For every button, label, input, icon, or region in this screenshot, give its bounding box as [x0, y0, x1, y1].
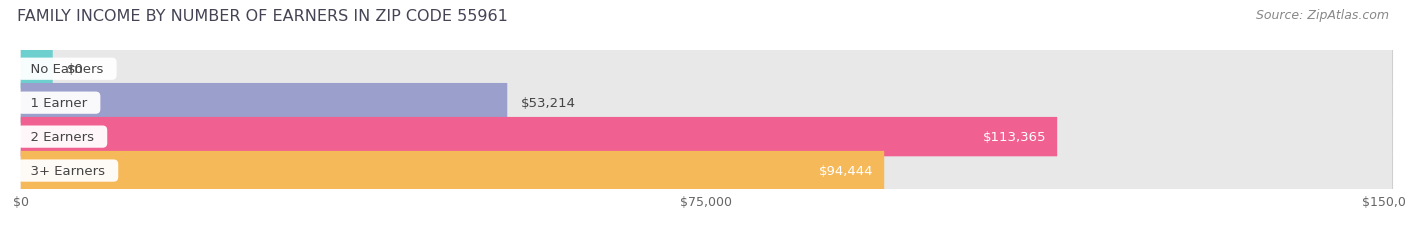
Text: 1 Earner: 1 Earner — [22, 97, 96, 110]
Text: $53,214: $53,214 — [522, 97, 576, 110]
Text: $0: $0 — [66, 63, 83, 76]
Text: 2 Earners: 2 Earners — [22, 131, 103, 143]
FancyBboxPatch shape — [21, 50, 53, 89]
Text: $113,365: $113,365 — [983, 131, 1046, 143]
FancyBboxPatch shape — [21, 151, 1392, 190]
FancyBboxPatch shape — [21, 84, 1392, 123]
Text: 3+ Earners: 3+ Earners — [22, 164, 114, 177]
FancyBboxPatch shape — [21, 117, 1392, 157]
FancyBboxPatch shape — [21, 151, 884, 190]
FancyBboxPatch shape — [21, 84, 508, 123]
FancyBboxPatch shape — [21, 117, 1057, 157]
FancyBboxPatch shape — [21, 50, 1392, 89]
Text: Source: ZipAtlas.com: Source: ZipAtlas.com — [1256, 9, 1389, 22]
Text: FAMILY INCOME BY NUMBER OF EARNERS IN ZIP CODE 55961: FAMILY INCOME BY NUMBER OF EARNERS IN ZI… — [17, 9, 508, 24]
Text: No Earners: No Earners — [22, 63, 112, 76]
Text: $94,444: $94,444 — [818, 164, 873, 177]
